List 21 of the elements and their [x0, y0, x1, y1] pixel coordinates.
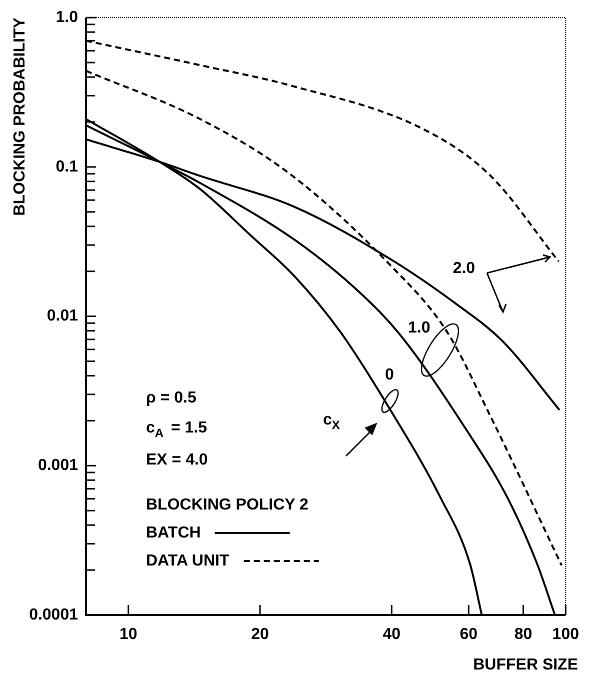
y-tick-label: 0.001: [38, 457, 78, 474]
annotation: EX = 4.0: [146, 451, 208, 468]
annotation: 2.0: [452, 260, 476, 278]
y-tick-label: 0.0001: [29, 606, 78, 624]
x-tick-label: 100: [552, 626, 580, 644]
y-axis-title: BLOCKING PROBABILITY: [11, 17, 28, 216]
y-tick-label: 1.0: [56, 9, 78, 26]
x-tick-label: 20: [251, 626, 270, 644]
x-tick-label: 80: [514, 626, 532, 644]
x-tick-label: 40: [382, 626, 401, 644]
annotation: 1.0: [408, 319, 430, 336]
legend-label: BATCH: [146, 524, 201, 542]
annotation: 0: [385, 366, 394, 384]
annotation: ρ = 0.5: [146, 389, 196, 406]
x-axis-title: BUFFER SIZE: [473, 656, 578, 674]
legend-title: BLOCKING POLICY 2: [146, 496, 308, 514]
x-tick-label: 10: [119, 626, 138, 644]
y-tick-label: 0.1: [56, 158, 78, 176]
y-tick-label: 0.01: [46, 308, 78, 325]
legend-label: DATA UNIT: [146, 552, 230, 570]
x-tick-label: 60: [460, 626, 478, 644]
